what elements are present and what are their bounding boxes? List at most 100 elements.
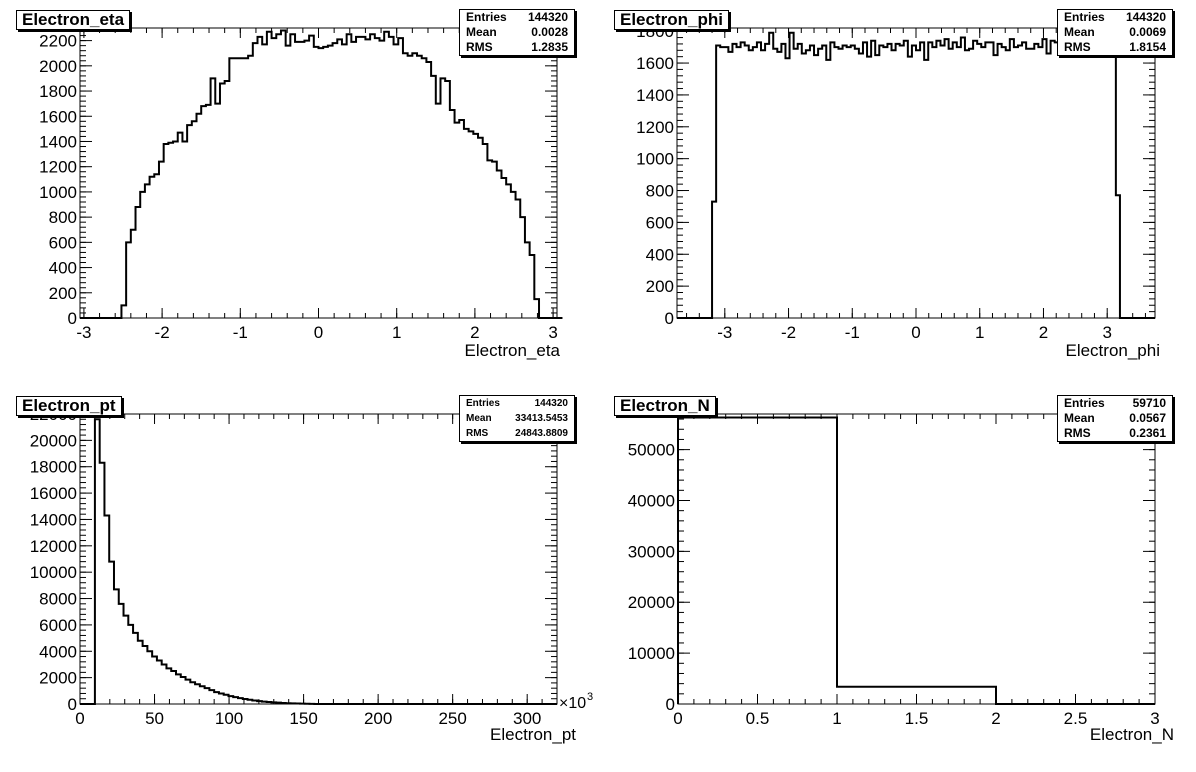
y-tick-label: 600 <box>49 233 77 252</box>
y-tick-label: 2200 <box>39 32 77 51</box>
histogram-bin <box>126 242 131 318</box>
x-axis-title: Electron_eta <box>465 341 561 360</box>
histogram-bin <box>712 202 716 318</box>
histogram-bin <box>678 418 837 704</box>
histogram-bin <box>333 43 338 318</box>
histogram-bin <box>814 55 818 318</box>
histogram-bin <box>384 32 389 318</box>
histogram-bin <box>431 76 436 318</box>
histogram-bin <box>1100 38 1104 318</box>
x-tick-label: 0 <box>314 323 323 342</box>
histogram-bin <box>757 42 761 318</box>
histogram-bin <box>478 138 483 318</box>
histogram-bin <box>949 49 953 318</box>
histogram-bin <box>200 686 205 704</box>
histogram-bin <box>724 47 728 318</box>
histogram-bin <box>1063 52 1067 318</box>
histogram-bin <box>920 42 924 318</box>
stats-entries-row: Entries 59710 <box>1058 396 1172 411</box>
y-tick-label: 14000 <box>30 510 77 529</box>
histogram-bin <box>347 34 352 318</box>
histogram-bin <box>1067 41 1071 318</box>
histogram-bin <box>843 46 847 318</box>
histogram-bin <box>912 46 916 318</box>
histogram-bin <box>143 646 148 704</box>
stats-mean-label: Mean <box>466 25 497 39</box>
histogram-bin <box>361 37 366 318</box>
histogram-bin <box>1006 50 1010 318</box>
histogram-bin <box>187 125 192 318</box>
y-tick-label: 1800 <box>39 82 77 101</box>
plot-svg: 0 50 100 150 200 250 300 0 2000 4000 6000 8000 10000… <box>30 405 593 744</box>
histogram-bin <box>206 105 211 318</box>
histogram-bin <box>190 682 195 704</box>
histogram-bin <box>281 31 286 318</box>
y-tick-label: 2000 <box>39 57 77 76</box>
stats-entries-label: Entries <box>1064 10 1105 24</box>
histogram-bin <box>806 50 810 318</box>
x-tick-label: 250 <box>438 709 466 728</box>
histogram-bin <box>131 230 136 318</box>
histogram-bin <box>961 38 965 318</box>
histogram-bin <box>534 299 539 318</box>
x-axis-title: Electron_N <box>1090 725 1174 744</box>
histogram-bin <box>936 41 940 318</box>
histogram-bin <box>309 36 314 318</box>
histogram-bin <box>351 42 356 318</box>
histogram-bin <box>1059 38 1063 318</box>
histogram-bin <box>403 53 408 318</box>
y-tick-label: 200 <box>49 284 77 303</box>
histogram-bin <box>398 38 403 318</box>
histogram-bin <box>953 42 957 318</box>
histogram-bin <box>157 661 162 705</box>
histogram-bin <box>798 44 802 318</box>
histogram-bin <box>932 47 936 318</box>
stats-rms-row: RMS 24843.8809 <box>460 426 574 441</box>
y-tick-label: 1400 <box>636 86 674 105</box>
histogram-bin <box>1018 46 1022 318</box>
histogram-bin <box>1112 47 1116 318</box>
histogram-line <box>677 31 1155 319</box>
histogram-bin <box>225 81 230 318</box>
histogram-bin <box>1026 49 1030 318</box>
histogram-bin <box>1091 50 1095 318</box>
x-tick-label: 3 <box>1102 323 1111 342</box>
histogram-bin <box>412 53 417 318</box>
histogram-bin <box>830 42 834 318</box>
histogram-bin <box>258 37 263 318</box>
histogram-bin <box>201 106 206 318</box>
histogram-bin <box>459 120 464 318</box>
y-tick-label: 1400 <box>39 132 77 151</box>
y-tick-label: 1200 <box>39 158 77 177</box>
histogram-bin <box>511 192 516 318</box>
histogram-bin <box>1087 46 1091 318</box>
x-tick-label: 300 <box>513 709 541 728</box>
x-tick-label: 2 <box>1039 323 1048 342</box>
histogram-bin <box>741 42 745 318</box>
histogram-bin <box>924 60 928 318</box>
histogram-bin <box>166 668 171 704</box>
y-tick-label: 40000 <box>628 491 675 510</box>
histogram-bin <box>128 625 133 704</box>
histogram-bin <box>233 697 238 704</box>
histogram-bin <box>342 44 347 318</box>
histogram-bin <box>1079 47 1083 318</box>
histogram-bin <box>1055 42 1059 318</box>
histogram-bin <box>892 50 896 318</box>
histogram-bin <box>136 207 141 318</box>
histogram-bin <box>197 114 202 318</box>
histogram-bin <box>262 702 267 704</box>
histogram-bin <box>993 55 997 318</box>
histogram-bin <box>1116 195 1120 318</box>
histogram-bin <box>450 110 455 318</box>
y-tick-label: 1600 <box>636 54 674 73</box>
histogram-bin <box>319 48 324 318</box>
histogram-bin <box>879 46 883 318</box>
stats-entries-value: 144320 <box>1125 10 1166 24</box>
histogram-bin <box>173 141 178 318</box>
histogram-line <box>80 29 563 319</box>
histogram-bin <box>969 49 973 318</box>
x-axis-exponent: ×10 <box>559 695 586 712</box>
histogram-bin <box>492 162 497 318</box>
histogram-bin <box>337 39 342 318</box>
